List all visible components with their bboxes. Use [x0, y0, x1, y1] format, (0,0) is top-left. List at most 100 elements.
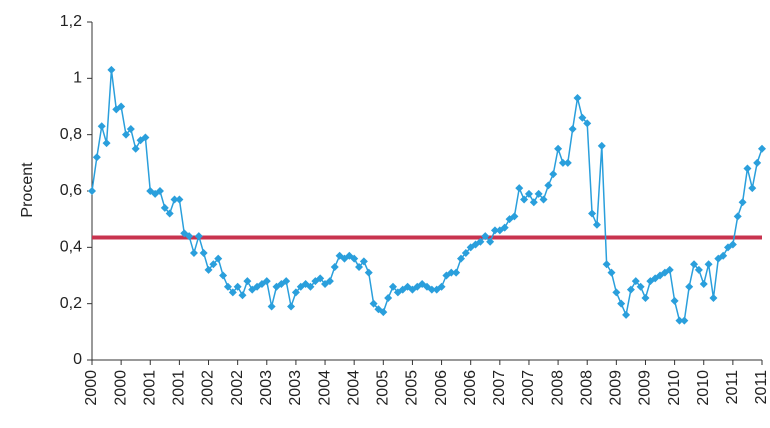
marker: [641, 294, 650, 303]
marker: [481, 232, 490, 241]
marker: [500, 223, 509, 232]
marker: [359, 257, 368, 266]
y-tick-label: 0,4: [60, 239, 82, 256]
marker: [592, 220, 601, 229]
marker: [306, 282, 315, 291]
marker: [369, 299, 378, 308]
marker: [107, 65, 116, 74]
marker: [602, 260, 611, 269]
marker: [141, 133, 150, 142]
marker: [549, 170, 558, 179]
marker: [743, 164, 752, 173]
marker: [690, 260, 699, 269]
marker: [117, 102, 126, 111]
x-tick-label: 2006: [433, 370, 450, 406]
marker: [753, 158, 762, 167]
marker: [238, 291, 247, 300]
x-tick-label: 2010: [695, 370, 712, 406]
marker: [631, 277, 640, 286]
marker: [291, 288, 300, 297]
x-tick-label: 2009: [608, 370, 625, 406]
marker: [534, 189, 543, 198]
marker: [437, 282, 446, 291]
marker: [694, 265, 703, 274]
marker: [384, 294, 393, 303]
marker: [505, 215, 514, 224]
y-tick-label: 0,2: [60, 295, 82, 312]
x-tick-label: 2004: [316, 370, 333, 406]
x-tick-label: 2000: [83, 370, 100, 406]
marker: [102, 139, 111, 148]
marker: [209, 260, 218, 269]
marker: [160, 203, 169, 212]
marker: [267, 302, 276, 311]
marker: [558, 158, 567, 167]
x-tick-label: 2011: [724, 370, 741, 405]
marker: [626, 285, 635, 294]
marker: [325, 277, 334, 286]
marker: [699, 279, 708, 288]
marker: [350, 254, 359, 263]
x-tick-label: 2001: [171, 370, 188, 406]
x-tick-label: 2002: [229, 370, 246, 406]
x-tick-label: 2008: [578, 370, 595, 406]
marker: [243, 277, 252, 286]
marker: [204, 265, 213, 274]
x-tick-label: 2005: [375, 370, 392, 406]
marker: [447, 268, 456, 277]
marker: [510, 212, 519, 221]
marker: [578, 113, 587, 122]
x-tick-label: 2003: [258, 370, 275, 406]
marker: [214, 254, 223, 263]
marker: [583, 119, 592, 128]
marker: [675, 316, 684, 325]
marker: [529, 198, 538, 207]
marker: [165, 209, 174, 218]
marker: [622, 310, 631, 319]
marker: [539, 195, 548, 204]
marker: [233, 282, 242, 291]
marker: [189, 248, 198, 257]
marker: [282, 277, 291, 286]
x-tick-label: 2009: [637, 370, 654, 406]
marker: [228, 288, 237, 297]
marker: [355, 263, 364, 272]
marker: [219, 271, 228, 280]
marker: [617, 299, 626, 308]
marker: [665, 265, 674, 274]
x-tick-label: 2004: [345, 370, 362, 406]
marker: [121, 130, 130, 139]
marker: [330, 263, 339, 272]
x-tick-label: 2011: [753, 370, 770, 405]
marker: [685, 282, 694, 291]
marker: [199, 248, 208, 257]
marker: [704, 260, 713, 269]
marker: [544, 181, 553, 190]
marker: [461, 248, 470, 257]
marker: [738, 198, 747, 207]
marker: [612, 288, 621, 297]
marker: [728, 240, 737, 249]
x-tick-label: 2007: [520, 370, 537, 406]
x-tick-label: 2000: [112, 370, 129, 406]
marker: [748, 184, 757, 193]
x-tick-label: 2010: [666, 370, 683, 406]
marker: [588, 209, 597, 218]
marker: [287, 302, 296, 311]
y-tick-label: 0,8: [60, 126, 82, 143]
marker: [170, 195, 179, 204]
marker: [524, 189, 533, 198]
marker: [607, 268, 616, 277]
marker: [175, 195, 184, 204]
marker: [670, 296, 679, 305]
y-tick-label: 0,6: [60, 182, 82, 199]
marker: [490, 226, 499, 235]
marker: [597, 141, 606, 150]
x-tick-label: 2003: [287, 370, 304, 406]
x-tick-label: 2001: [141, 370, 158, 406]
marker: [563, 158, 572, 167]
y-tick-label: 1,2: [60, 13, 82, 30]
y-tick-label: 0: [73, 351, 82, 368]
marker: [476, 237, 485, 246]
